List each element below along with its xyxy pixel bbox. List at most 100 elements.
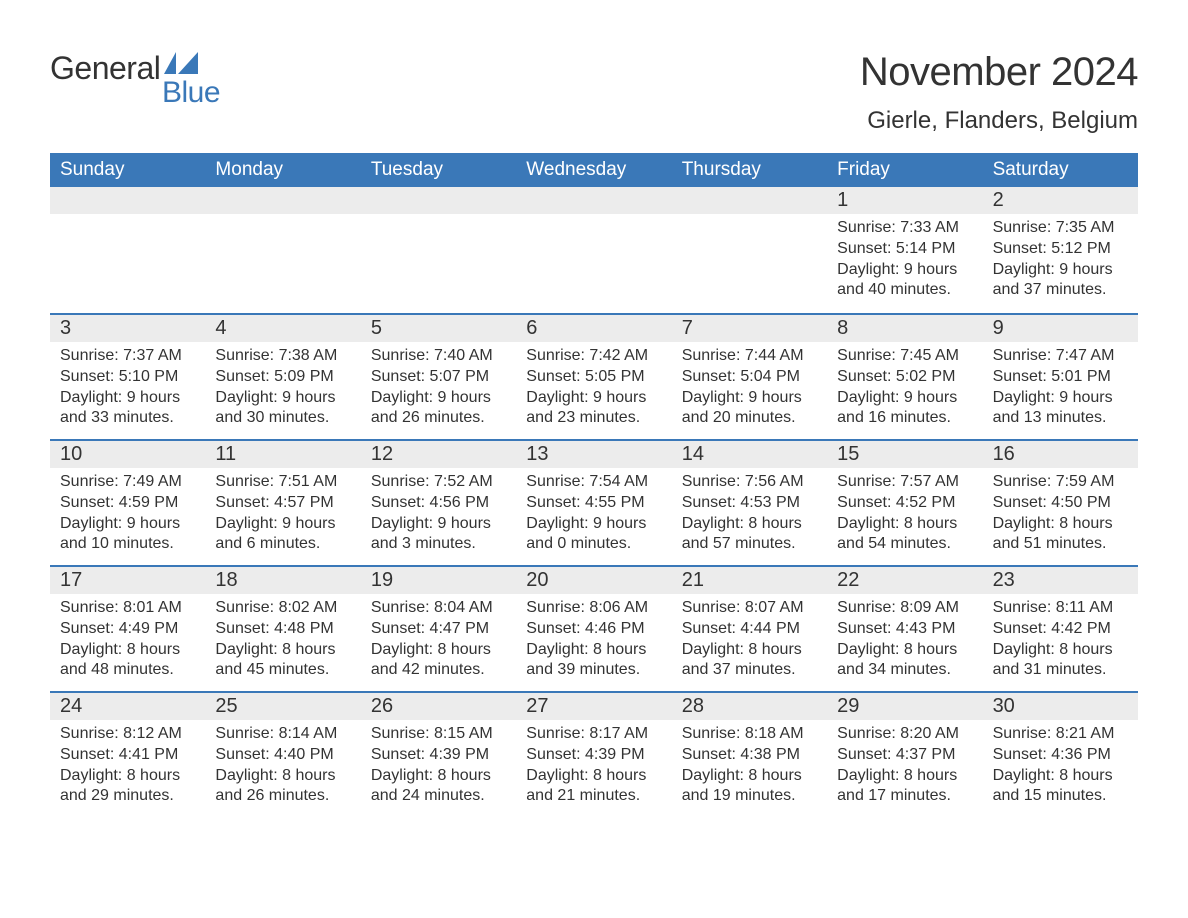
day-number: 9 (983, 315, 1138, 342)
daylight-line: Daylight: 9 hours and 0 minutes. (526, 514, 661, 556)
day-cell: 6Sunrise: 7:42 AMSunset: 5:05 PMDaylight… (516, 315, 671, 439)
day-cell: 24Sunrise: 8:12 AMSunset: 4:41 PMDayligh… (50, 693, 205, 817)
day-cell: 28Sunrise: 8:18 AMSunset: 4:38 PMDayligh… (672, 693, 827, 817)
daylight-line: Daylight: 8 hours and 54 minutes. (837, 514, 972, 556)
day-number: 5 (361, 315, 516, 342)
daylight-line: Daylight: 9 hours and 10 minutes. (60, 514, 195, 556)
daylight-line: Daylight: 8 hours and 45 minutes. (215, 640, 350, 682)
day-number (50, 187, 205, 214)
day-cell: 19Sunrise: 8:04 AMSunset: 4:47 PMDayligh… (361, 567, 516, 691)
day-body: Sunrise: 8:12 AMSunset: 4:41 PMDaylight:… (50, 720, 205, 813)
daylight-line: Daylight: 8 hours and 48 minutes. (60, 640, 195, 682)
day-number: 7 (672, 315, 827, 342)
sunset-line: Sunset: 4:44 PM (682, 619, 817, 640)
title-block: November 2024 Gierle, Flanders, Belgium (860, 50, 1138, 135)
sunrise-line: Sunrise: 7:33 AM (837, 218, 972, 239)
sunrise-line: Sunrise: 8:20 AM (837, 724, 972, 745)
daylight-line: Daylight: 9 hours and 26 minutes. (371, 388, 506, 430)
sunset-line: Sunset: 5:05 PM (526, 367, 661, 388)
sunset-line: Sunset: 4:57 PM (215, 493, 350, 514)
day-cell: 14Sunrise: 7:56 AMSunset: 4:53 PMDayligh… (672, 441, 827, 565)
daylight-line: Daylight: 8 hours and 19 minutes. (682, 766, 817, 808)
day-body: Sunrise: 8:14 AMSunset: 4:40 PMDaylight:… (205, 720, 360, 813)
day-cell: 20Sunrise: 8:06 AMSunset: 4:46 PMDayligh… (516, 567, 671, 691)
weekday-label: Monday (205, 153, 360, 187)
day-body: Sunrise: 8:20 AMSunset: 4:37 PMDaylight:… (827, 720, 982, 813)
day-number: 28 (672, 693, 827, 720)
daylight-line: Daylight: 9 hours and 33 minutes. (60, 388, 195, 430)
day-number: 14 (672, 441, 827, 468)
day-cell: 11Sunrise: 7:51 AMSunset: 4:57 PMDayligh… (205, 441, 360, 565)
day-number: 29 (827, 693, 982, 720)
day-cell: 21Sunrise: 8:07 AMSunset: 4:44 PMDayligh… (672, 567, 827, 691)
sunset-line: Sunset: 4:47 PM (371, 619, 506, 640)
sunrise-line: Sunrise: 8:02 AM (215, 598, 350, 619)
day-cell: 16Sunrise: 7:59 AMSunset: 4:50 PMDayligh… (983, 441, 1138, 565)
weekday-header-row: SundayMondayTuesdayWednesdayThursdayFrid… (50, 153, 1138, 187)
weekday-label: Friday (827, 153, 982, 187)
week-row: 1Sunrise: 7:33 AMSunset: 5:14 PMDaylight… (50, 187, 1138, 313)
daylight-line: Daylight: 9 hours and 37 minutes. (993, 260, 1128, 302)
day-cell: 2Sunrise: 7:35 AMSunset: 5:12 PMDaylight… (983, 187, 1138, 313)
header: General Blue November 2024 Gierle, Fland… (50, 50, 1138, 135)
day-cell: 27Sunrise: 8:17 AMSunset: 4:39 PMDayligh… (516, 693, 671, 817)
day-body: Sunrise: 7:47 AMSunset: 5:01 PMDaylight:… (983, 342, 1138, 435)
sunset-line: Sunset: 5:04 PM (682, 367, 817, 388)
day-cell (516, 187, 671, 313)
day-number: 12 (361, 441, 516, 468)
sunrise-line: Sunrise: 7:38 AM (215, 346, 350, 367)
day-number: 20 (516, 567, 671, 594)
sunset-line: Sunset: 5:12 PM (993, 239, 1128, 260)
day-body: Sunrise: 8:18 AMSunset: 4:38 PMDaylight:… (672, 720, 827, 813)
sunrise-line: Sunrise: 7:54 AM (526, 472, 661, 493)
day-cell: 3Sunrise: 7:37 AMSunset: 5:10 PMDaylight… (50, 315, 205, 439)
sunset-line: Sunset: 4:42 PM (993, 619, 1128, 640)
day-body: Sunrise: 7:51 AMSunset: 4:57 PMDaylight:… (205, 468, 360, 561)
calendar: SundayMondayTuesdayWednesdayThursdayFrid… (50, 153, 1138, 817)
sunrise-line: Sunrise: 8:04 AM (371, 598, 506, 619)
daylight-line: Daylight: 9 hours and 20 minutes. (682, 388, 817, 430)
day-body: Sunrise: 8:04 AMSunset: 4:47 PMDaylight:… (361, 594, 516, 687)
day-body: Sunrise: 8:01 AMSunset: 4:49 PMDaylight:… (50, 594, 205, 687)
week-row: 17Sunrise: 8:01 AMSunset: 4:49 PMDayligh… (50, 565, 1138, 691)
daylight-line: Daylight: 8 hours and 57 minutes. (682, 514, 817, 556)
daylight-line: Daylight: 9 hours and 6 minutes. (215, 514, 350, 556)
day-number: 16 (983, 441, 1138, 468)
sunset-line: Sunset: 4:59 PM (60, 493, 195, 514)
sunrise-line: Sunrise: 7:59 AM (993, 472, 1128, 493)
sunrise-line: Sunrise: 8:12 AM (60, 724, 195, 745)
day-cell: 18Sunrise: 8:02 AMSunset: 4:48 PMDayligh… (205, 567, 360, 691)
sunrise-line: Sunrise: 8:14 AM (215, 724, 350, 745)
daylight-line: Daylight: 8 hours and 17 minutes. (837, 766, 972, 808)
sunrise-line: Sunrise: 8:18 AM (682, 724, 817, 745)
page-subtitle: Gierle, Flanders, Belgium (860, 107, 1138, 135)
sunset-line: Sunset: 4:55 PM (526, 493, 661, 514)
day-number: 26 (361, 693, 516, 720)
day-cell: 8Sunrise: 7:45 AMSunset: 5:02 PMDaylight… (827, 315, 982, 439)
sunset-line: Sunset: 4:48 PM (215, 619, 350, 640)
sunrise-line: Sunrise: 8:06 AM (526, 598, 661, 619)
day-body: Sunrise: 8:06 AMSunset: 4:46 PMDaylight:… (516, 594, 671, 687)
sunrise-line: Sunrise: 8:15 AM (371, 724, 506, 745)
day-number: 6 (516, 315, 671, 342)
day-cell: 22Sunrise: 8:09 AMSunset: 4:43 PMDayligh… (827, 567, 982, 691)
day-cell: 13Sunrise: 7:54 AMSunset: 4:55 PMDayligh… (516, 441, 671, 565)
sunset-line: Sunset: 4:56 PM (371, 493, 506, 514)
day-body: Sunrise: 8:02 AMSunset: 4:48 PMDaylight:… (205, 594, 360, 687)
day-body: Sunrise: 7:57 AMSunset: 4:52 PMDaylight:… (827, 468, 982, 561)
day-body: Sunrise: 7:45 AMSunset: 5:02 PMDaylight:… (827, 342, 982, 435)
day-body: Sunrise: 7:38 AMSunset: 5:09 PMDaylight:… (205, 342, 360, 435)
sunrise-line: Sunrise: 8:17 AM (526, 724, 661, 745)
day-body: Sunrise: 7:42 AMSunset: 5:05 PMDaylight:… (516, 342, 671, 435)
weekday-label: Wednesday (516, 153, 671, 187)
sunset-line: Sunset: 4:46 PM (526, 619, 661, 640)
daylight-line: Daylight: 8 hours and 24 minutes. (371, 766, 506, 808)
day-body: Sunrise: 7:59 AMSunset: 4:50 PMDaylight:… (983, 468, 1138, 561)
day-number: 18 (205, 567, 360, 594)
day-cell: 4Sunrise: 7:38 AMSunset: 5:09 PMDaylight… (205, 315, 360, 439)
daylight-line: Daylight: 8 hours and 31 minutes. (993, 640, 1128, 682)
day-cell (50, 187, 205, 313)
day-body: Sunrise: 7:56 AMSunset: 4:53 PMDaylight:… (672, 468, 827, 561)
daylight-line: Daylight: 9 hours and 40 minutes. (837, 260, 972, 302)
sunset-line: Sunset: 5:02 PM (837, 367, 972, 388)
